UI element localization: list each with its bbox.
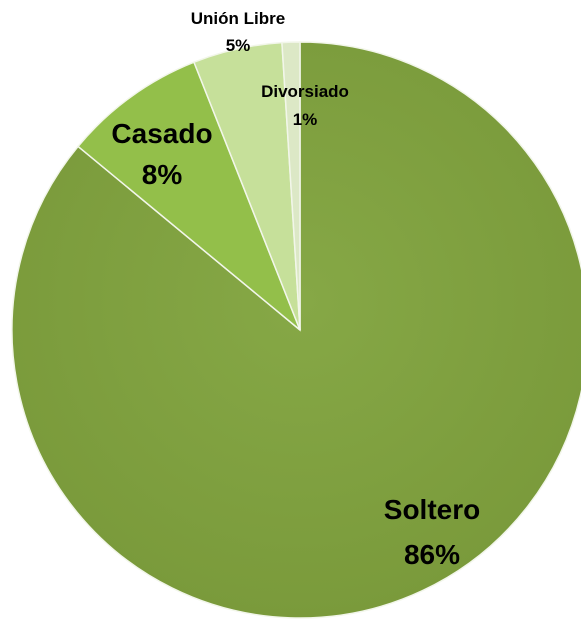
slice-label-casado: Casado: [111, 118, 212, 149]
pie-slices: [11, 41, 581, 619]
slice-percent-union-libre: 5%: [226, 36, 251, 55]
pie-slice-casado: [77, 61, 301, 331]
slice-percent-divorsiado: 1%: [293, 110, 318, 129]
slice-percent-soltero: 86%: [404, 539, 460, 570]
slice-label-divorsiado: Divorsiado: [261, 82, 349, 101]
pie-labels: Soltero 86% Casado 8% Unión Libre 5% Div…: [111, 9, 480, 570]
pie-slice-soltero: [11, 41, 581, 619]
pie-slice-divorsiado: [281, 41, 301, 331]
slice-label-union-libre: Unión Libre: [191, 9, 285, 28]
slice-label-soltero: Soltero: [384, 494, 480, 525]
slice-percent-casado: 8%: [142, 159, 183, 190]
